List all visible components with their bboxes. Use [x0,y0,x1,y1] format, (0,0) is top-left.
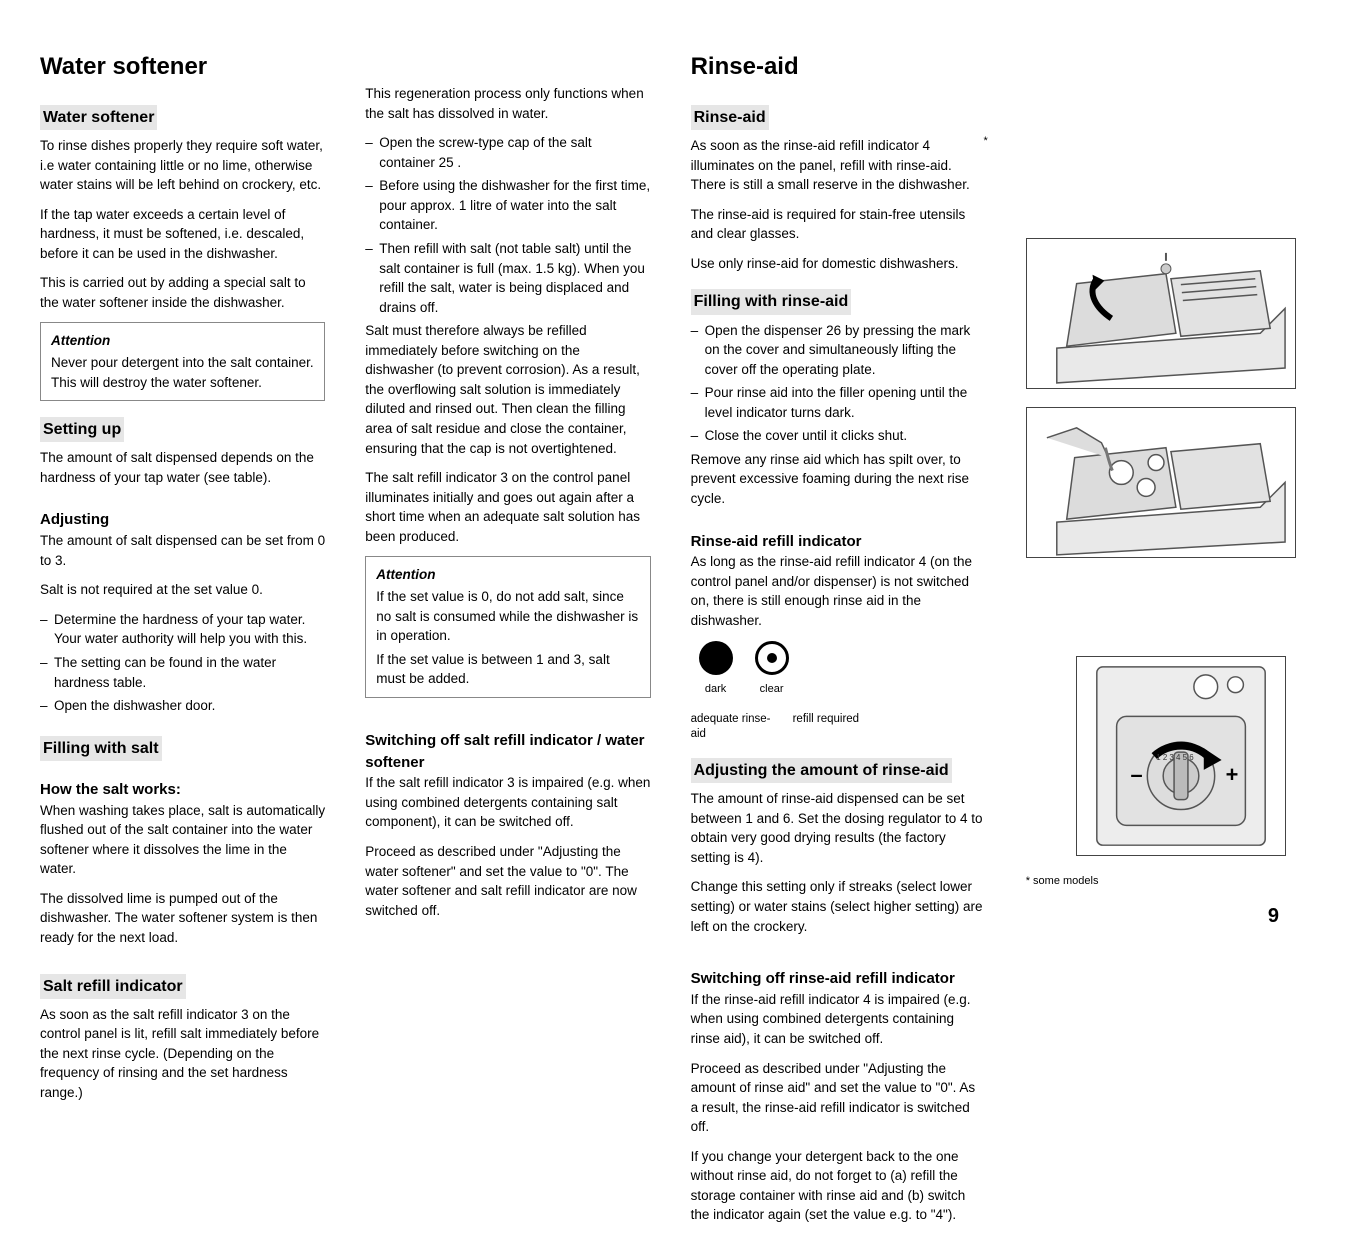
li-adj-2: The setting can be found in the water ha… [40,653,325,692]
indicator-clear-label: clear [755,682,789,698]
li-pour-salt: Then refill with salt (not table salt) u… [365,239,650,317]
indicator-enough: adequate rinse-aid [691,712,781,742]
section-rinse-aid: Rinse-aid [691,105,769,130]
section-switching-off-salt: Switching off salt refill indicator / wa… [365,730,650,774]
list-adjusting: Determine the hardness of your tap water… [40,610,325,716]
indicator-row: dark clear [699,641,986,699]
para-switching-off-rinse: If the rinse-aid refill indicator 4 is i… [691,990,986,1049]
para-adj-2: Salt is not required at the set value 0. [40,580,325,600]
para-tap-water: To rinse dishes properly they require so… [40,136,325,195]
attention-box-1: Attention Never pour detergent into the … [40,322,325,401]
para-dissolved: The dissolved lime is pumped out of the … [40,889,325,948]
section-adjusting: Adjusting [40,509,325,531]
attention-body-2b: If the set value is between 1 and 3, sal… [376,652,609,687]
li-dispenser-open: Open the dispenser 26 by pressing the ma… [691,321,986,380]
section-how-salt-works: How the salt works: [40,779,325,801]
section-filling-salt: Filling with salt [40,736,162,761]
svg-text:–: – [1130,762,1142,787]
section-salt-refill: Salt refill indicator [40,974,186,999]
section-setting-up: Setting up [40,417,124,442]
note-some-models: * some models [1026,874,1311,890]
attention-label-2: Attention [376,565,639,585]
indicator-clear-icon [755,641,789,675]
page-number: 9 [1268,905,1279,928]
li-adj-1: Determine the hardness of your tap water… [40,610,325,649]
list-filling-rinse: Open the dispenser 26 by pressing the ma… [691,321,986,446]
section-switching-off-rinse: Switching off rinse-aid refill indicator [691,968,986,990]
section-adjust-amount: Adjusting the amount of rinse-aid [691,758,952,783]
list-salt-fill: Open the screw-type cap of the salt cont… [365,133,650,317]
para-rinse-refill-1: As long as the rinse-aid refill indicato… [691,552,986,630]
attention-body-1: Never pour detergent into the salt conta… [51,355,314,390]
para-adj-1: The amount of salt dispensed can be set … [40,531,325,570]
para-adj-rinse-1: The amount of rinse-aid dispensed can be… [691,789,986,867]
para-refill-indicator: The salt refill indicator 3 on the contr… [365,468,650,546]
indicator-dark-label: dark [699,682,733,698]
para-salt-refill: As soon as the salt refill indicator 3 o… [40,1005,325,1103]
section-filling-rinse: Filling with rinse-aid [691,289,852,314]
para-proceed: Proceed as described under "Adjusting th… [365,842,650,920]
li-open-cap: Open the screw-type cap of the salt cont… [365,133,650,172]
indicator-refill: refill required [793,712,883,742]
li-fill-water: Before using the dishwasher for the firs… [365,176,650,235]
para-remove-spilt: Remove any rinse aid which has spilt ove… [691,450,986,509]
para-tap-hardness: If the tap water exceeds a certain level… [40,205,325,264]
para-switching-off-rinse-2: Proceed as described under "Adjusting th… [691,1059,986,1137]
para-rinse-1: As soon as the rinse-aid refill indicato… [691,136,986,195]
figure-dispenser-open [1026,238,1296,389]
column-4: – + 1 2 3 4 5 6 * some models [1026,50,1311,1235]
indicator-dark-icon [699,641,733,675]
li-dispenser-close: Close the cover until it clicks shut. [691,426,986,446]
para-rinse-3: Use only rinse-aid for domestic dishwash… [691,254,986,274]
section-rinse-refill-ind: Rinse-aid refill indicator [691,531,986,553]
para-regen-only: This regeneration process only functions… [365,84,650,123]
column-1: Water softener Water softener To rinse d… [40,50,325,1235]
para-regenerating: This is carried out by adding a special … [40,273,325,312]
svg-text:+: + [1225,762,1238,787]
svg-text:1 2 3 4 5 6: 1 2 3 4 5 6 [1156,753,1194,762]
para-switching-off: If the salt refill indicator 3 is impair… [365,773,650,832]
page-title-right: Rinse-aid [691,50,986,85]
para-adj-rinse-2: Change this setting only if streaks (sel… [691,877,986,936]
para-rinse-2: The rinse-aid is required for stain-free… [691,205,986,244]
column-3: Rinse-aid Rinse-aid * As soon as the rin… [691,50,986,1235]
para-setting-1: The amount of salt dispensed depends on … [40,448,325,487]
figure-dosing-dial: – + 1 2 3 4 5 6 [1076,656,1286,856]
para-salt-works: When washing takes place, salt is automa… [40,801,325,879]
li-dispenser-pour: Pour rinse aid into the filler opening u… [691,383,986,422]
para-therefore: Salt must therefore always be refilled i… [365,321,650,458]
section-water-softener: Water softener [40,105,157,130]
attention-label-1: Attention [51,331,314,351]
li-adj-3: Open the dishwasher door. [40,696,325,716]
para-if-detergent-changed: If you change your detergent back to the… [691,1147,986,1225]
figure-pour-rinse-aid [1026,407,1296,558]
attention-box-2: Attention If the set value is 0, do not … [365,556,650,697]
column-2: This regeneration process only functions… [365,50,650,1235]
manual-page: Water softener Water softener To rinse d… [0,0,1351,954]
page-title-left: Water softener [40,50,325,85]
superstar: * [983,134,987,150]
attention-body-2a: If the set value is 0, do not add salt, … [376,589,638,643]
